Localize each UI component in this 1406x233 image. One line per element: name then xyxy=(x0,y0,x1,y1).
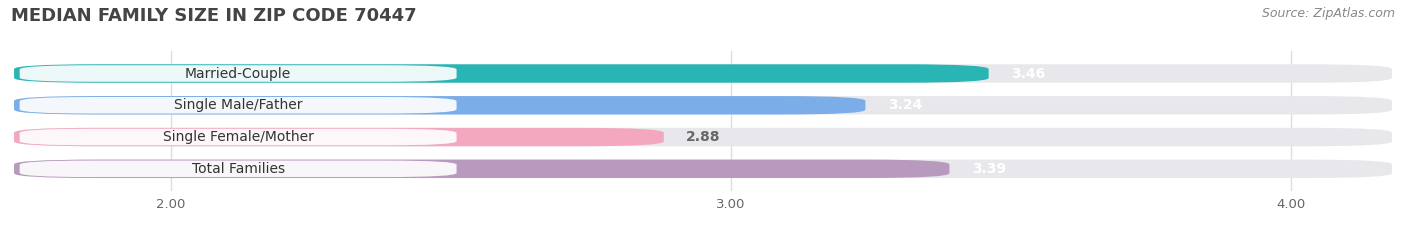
FancyBboxPatch shape xyxy=(14,64,1392,83)
Text: Source: ZipAtlas.com: Source: ZipAtlas.com xyxy=(1261,7,1395,20)
Text: Total Families: Total Families xyxy=(191,162,284,176)
FancyBboxPatch shape xyxy=(20,65,457,82)
Text: Single Male/Father: Single Male/Father xyxy=(174,98,302,112)
FancyBboxPatch shape xyxy=(20,129,457,145)
Text: Single Female/Mother: Single Female/Mother xyxy=(163,130,314,144)
FancyBboxPatch shape xyxy=(14,96,866,114)
FancyBboxPatch shape xyxy=(14,160,949,178)
Text: 3.24: 3.24 xyxy=(887,98,922,112)
FancyBboxPatch shape xyxy=(20,161,457,177)
FancyBboxPatch shape xyxy=(14,96,1392,114)
Text: 3.39: 3.39 xyxy=(972,162,1005,176)
Text: 3.46: 3.46 xyxy=(1011,66,1045,80)
FancyBboxPatch shape xyxy=(14,64,988,83)
FancyBboxPatch shape xyxy=(14,128,664,146)
Text: 2.88: 2.88 xyxy=(686,130,721,144)
Text: MEDIAN FAMILY SIZE IN ZIP CODE 70447: MEDIAN FAMILY SIZE IN ZIP CODE 70447 xyxy=(11,7,416,25)
FancyBboxPatch shape xyxy=(14,128,1392,146)
FancyBboxPatch shape xyxy=(20,97,457,113)
FancyBboxPatch shape xyxy=(14,160,1392,178)
Text: Married-Couple: Married-Couple xyxy=(186,66,291,80)
